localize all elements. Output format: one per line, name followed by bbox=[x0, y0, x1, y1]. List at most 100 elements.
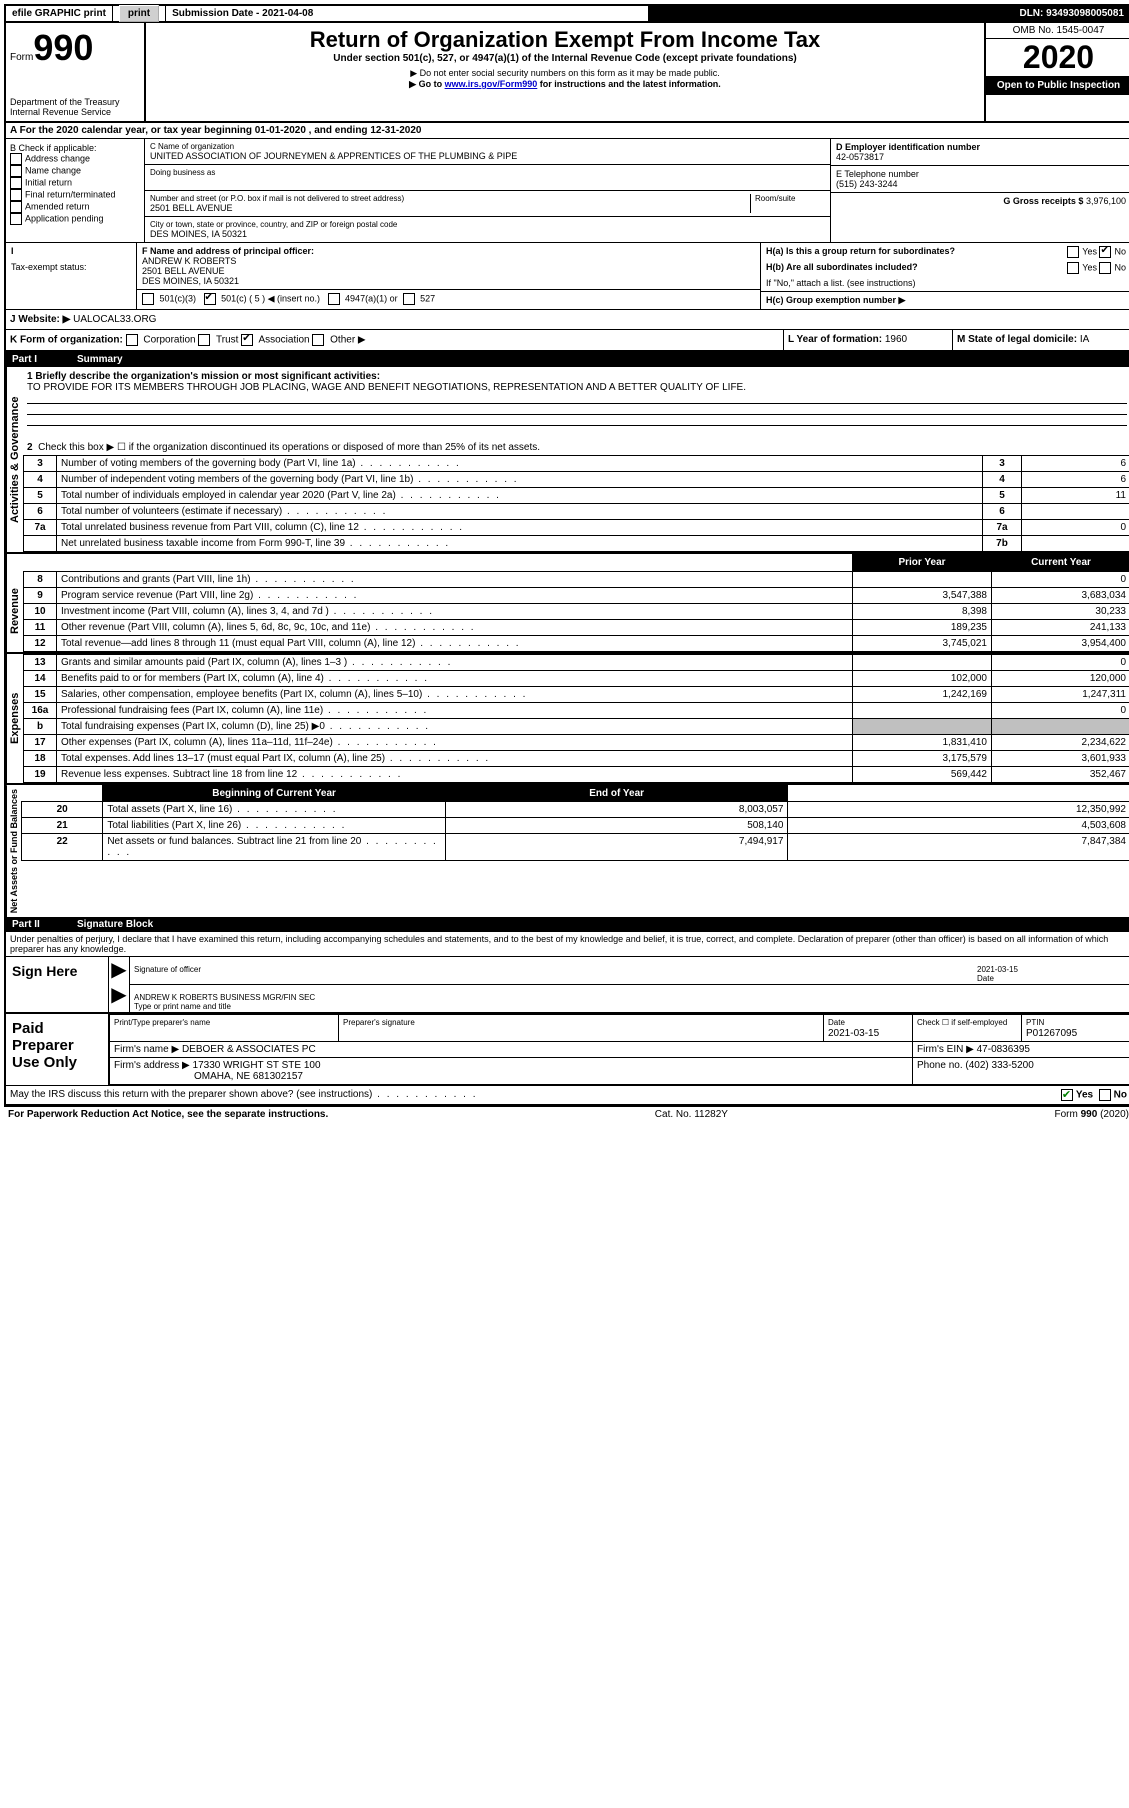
chk-address[interactable]: Address change bbox=[10, 153, 140, 165]
table-row: Net unrelated business taxable income fr… bbox=[24, 536, 1129, 552]
website-value: UALOCAL33.ORG bbox=[73, 314, 156, 325]
expense-section: Expenses 13Grants and similar amounts pa… bbox=[6, 652, 1129, 783]
chk-501c[interactable] bbox=[204, 293, 216, 305]
box-b-title: B Check if applicable: bbox=[10, 143, 140, 153]
self-emp-check[interactable]: Check ☐ if self-employed bbox=[917, 1018, 1007, 1027]
ha-label: H(a) Is this a group return for subordin… bbox=[766, 246, 955, 256]
org-name-label: C Name of organization bbox=[150, 142, 825, 151]
table-row: 4Number of independent voting members of… bbox=[24, 472, 1129, 488]
dept-label: Department of the Treasury bbox=[10, 97, 140, 107]
ptin: P01267095 bbox=[1026, 1028, 1077, 1039]
discuss-yes[interactable] bbox=[1061, 1089, 1073, 1101]
chk-pending[interactable]: Application pending bbox=[10, 213, 140, 225]
chk-final[interactable]: Final return/terminated bbox=[10, 189, 140, 201]
revenue-section: Revenue 8Contributions and grants (Part … bbox=[6, 571, 1129, 652]
title-box: Return of Organization Exempt From Incom… bbox=[146, 23, 986, 121]
hc-label: H(c) Group exemption number ▶ bbox=[761, 292, 1129, 309]
rev-header: Prior YearCurrent Year bbox=[23, 554, 1129, 571]
dln: DLN: 93493098005081 bbox=[649, 6, 1129, 21]
form-frame: Form990 Department of the Treasury Inter… bbox=[4, 23, 1129, 1106]
ein-label: D Employer identification number bbox=[836, 142, 1126, 152]
paid-table: Print/Type preparer's name Preparer's si… bbox=[109, 1014, 1129, 1085]
officer-addr1: 2501 BELL AVENUE bbox=[142, 266, 755, 276]
firm-addr1: 17330 WRIGHT ST STE 100 bbox=[193, 1060, 321, 1071]
line1: 1 Briefly describe the organization's mi… bbox=[23, 367, 1129, 440]
org-city: DES MOINES, IA 50321 bbox=[150, 229, 825, 239]
gross-label: G Gross receipts $ bbox=[1003, 196, 1083, 206]
chk-name[interactable]: Name change bbox=[10, 165, 140, 177]
sig-officer-label: Signature of officer bbox=[134, 965, 201, 974]
revenue-block: b Prior YearCurrent Year bbox=[6, 552, 1129, 571]
footer-form: Form 990 (2020) bbox=[1055, 1109, 1129, 1120]
chk-other[interactable] bbox=[312, 334, 324, 346]
table-row: 11Other revenue (Part VIII, column (A), … bbox=[24, 620, 1129, 636]
note-link: ▶ Go to www.irs.gov/Form990 for instruct… bbox=[150, 79, 980, 90]
sig-date: 2021-03-15 bbox=[977, 965, 1018, 974]
table-row: 19Revenue less expenses. Subtract line 1… bbox=[24, 767, 1129, 783]
discuss-no[interactable] bbox=[1099, 1089, 1111, 1101]
hb-no[interactable] bbox=[1099, 262, 1111, 274]
table-row: 7aTotal unrelated business revenue from … bbox=[24, 520, 1129, 536]
footer: For Paperwork Reduction Act Notice, see … bbox=[4, 1106, 1129, 1122]
prep-name-label: Print/Type preparer's name bbox=[114, 1018, 210, 1027]
chk-corp[interactable] bbox=[126, 334, 138, 346]
label-activities: Activities & Governance bbox=[6, 367, 23, 552]
table-row: 3Number of voting members of the governi… bbox=[24, 456, 1129, 472]
table-row: 10Investment income (Part VIII, column (… bbox=[24, 604, 1129, 620]
form-subtitle: Under section 501(c), 527, or 4947(a)(1)… bbox=[150, 53, 980, 64]
sign-here-label: Sign Here bbox=[6, 957, 109, 1012]
table-row: 18Total expenses. Add lines 13–17 (must … bbox=[24, 751, 1129, 767]
right-col: D Employer identification number 42-0573… bbox=[830, 139, 1129, 242]
chk-assoc[interactable] bbox=[241, 334, 253, 346]
org-address: 2501 BELL AVENUE bbox=[150, 203, 750, 213]
line-l: L Year of formation: 1960 bbox=[783, 330, 952, 350]
tax-exempt-label: Tax-exempt status: bbox=[6, 259, 136, 275]
website-label: J Website: ▶ bbox=[10, 314, 70, 325]
ein-value: 42-0573817 bbox=[836, 152, 1126, 162]
label-expenses: Expenses bbox=[6, 654, 23, 783]
org-name: UNITED ASSOCIATION OF JOURNEYMEN & APPRE… bbox=[150, 151, 825, 161]
submission-date: Submission Date - 2021-04-08 bbox=[166, 6, 648, 21]
city-label: City or town, state or province, country… bbox=[150, 220, 825, 229]
chk-amended[interactable]: Amended return bbox=[10, 201, 140, 213]
klm-row: K Form of organization: Corporation Trus… bbox=[6, 330, 1129, 352]
room-label: Room/suite bbox=[755, 194, 825, 203]
dba-label: Doing business as bbox=[150, 168, 825, 177]
chk-527[interactable] bbox=[403, 293, 415, 305]
table-row: 5Total number of individuals employed in… bbox=[24, 488, 1129, 504]
sig-type-label: Type or print name and title bbox=[134, 1002, 1127, 1011]
paid-label: Paid Preparer Use Only bbox=[6, 1014, 109, 1085]
print-button[interactable]: print bbox=[113, 6, 166, 21]
chk-initial[interactable]: Initial return bbox=[10, 177, 140, 189]
firm-name: DEBOER & ASSOCIATES PC bbox=[182, 1044, 316, 1055]
col-prior: Prior Year bbox=[853, 555, 992, 571]
fh-block: I Tax-exempt status: F Name and address … bbox=[6, 242, 1129, 309]
col-eoy: End of Year bbox=[445, 786, 788, 802]
hb-yes[interactable] bbox=[1067, 262, 1079, 274]
footer-cat: Cat. No. 11282Y bbox=[655, 1109, 728, 1120]
discuss-row: May the IRS discuss this return with the… bbox=[6, 1085, 1129, 1104]
table-row: 8Contributions and grants (Part VIII, li… bbox=[24, 572, 1129, 588]
tax-year: 2020 bbox=[986, 39, 1129, 76]
box-f: F Name and address of principal officer:… bbox=[137, 243, 760, 309]
mission-text: TO PROVIDE FOR ITS MEMBERS THROUGH JOB P… bbox=[27, 382, 746, 393]
phone-label: E Telephone number bbox=[836, 169, 1126, 179]
chk-trust[interactable] bbox=[198, 334, 210, 346]
officer-label: F Name and address of principal officer: bbox=[142, 246, 755, 256]
ha-yes[interactable] bbox=[1067, 246, 1079, 258]
table-row: 16aProfessional fundraising fees (Part I… bbox=[24, 703, 1129, 719]
open-public: Open to Public Inspection bbox=[986, 76, 1129, 95]
table-row: 12Total revenue—add lines 8 through 11 (… bbox=[24, 636, 1129, 652]
table-row: 21Total liabilities (Part X, line 26)508… bbox=[22, 818, 1129, 834]
identity-block: B Check if applicable: Address change Na… bbox=[6, 139, 1129, 242]
box-c: C Name of organization UNITED ASSOCIATIO… bbox=[145, 139, 830, 242]
part1-header: Part ISummary bbox=[6, 352, 1129, 367]
irs-link[interactable]: www.irs.gov/Form990 bbox=[445, 79, 538, 89]
chk-4947[interactable] bbox=[328, 293, 340, 305]
ha-no[interactable] bbox=[1099, 246, 1111, 258]
col-current: Current Year bbox=[992, 555, 1129, 571]
prep-date: 2021-03-15 bbox=[828, 1028, 879, 1039]
firm-ein: 47-0836395 bbox=[977, 1044, 1030, 1055]
table-row: 9Program service revenue (Part VIII, lin… bbox=[24, 588, 1129, 604]
chk-501c3[interactable] bbox=[142, 293, 154, 305]
